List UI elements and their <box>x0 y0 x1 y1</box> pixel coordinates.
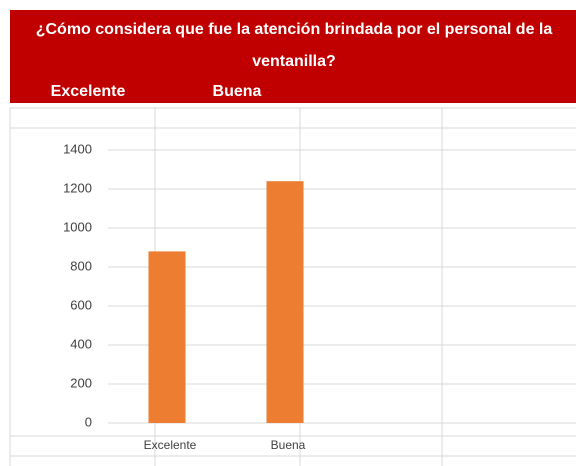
chart-title: ¿Cómo considera que fue la atención brin… <box>35 21 553 70</box>
sheet-grid <box>9 107 576 466</box>
y-tick-label: 0 <box>85 414 92 429</box>
y-tick-label: 1400 <box>63 141 92 156</box>
header-band <box>10 10 576 103</box>
y-tick-label: 1000 <box>63 219 92 234</box>
x-tick-label: Excelente <box>144 438 197 452</box>
header-cell: Excelente <box>51 83 126 100</box>
title-box: ¿Cómo considera que fue la atención brin… <box>35 21 553 70</box>
y-tick-label: 1200 <box>63 180 92 195</box>
bar <box>148 251 186 423</box>
bar <box>266 181 304 423</box>
y-tick-label: 400 <box>70 336 92 351</box>
y-tick-label: 200 <box>70 375 92 390</box>
header-cell: Buena <box>213 83 262 100</box>
y-tick-label: 800 <box>70 258 92 273</box>
x-tick-label: Buena <box>271 438 306 452</box>
y-tick-label: 600 <box>70 297 92 312</box>
